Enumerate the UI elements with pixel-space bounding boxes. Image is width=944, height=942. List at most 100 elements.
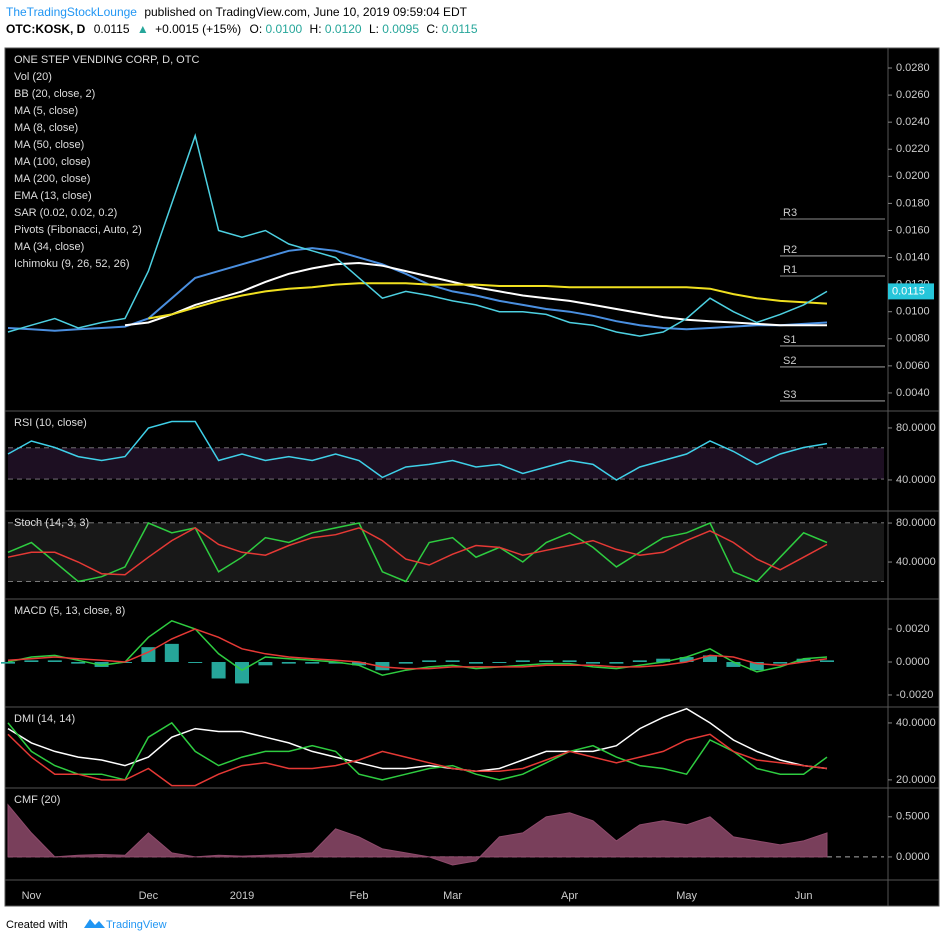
close: 0.0115 (442, 22, 478, 36)
y-tick-label: 0.0260 (896, 89, 930, 101)
y-tick-label: 0.0000 (896, 656, 930, 668)
brand[interactable]: TradingView (106, 919, 167, 931)
ma-line (124, 261, 827, 327)
panel-title: MACD (5, 13, close, 8) (14, 605, 125, 617)
series-line (7, 707, 828, 773)
histogram-bar (328, 661, 343, 664)
histogram-bar (445, 660, 460, 662)
band-fill (8, 523, 884, 582)
y-tick-label: 40.0000 (896, 556, 936, 568)
x-tick-label: 2019 (230, 890, 254, 902)
high: 0.0120 (325, 22, 362, 36)
series-line (7, 721, 828, 781)
panel-title: RSI (10, close) (14, 417, 87, 429)
y-tick-label: 0.0280 (896, 62, 930, 74)
c-label: C: (426, 22, 438, 36)
symbol: OTC:KOSK, D (6, 22, 86, 36)
arrow: ▲ (137, 22, 149, 36)
indicator-label: MA (200, close) (14, 173, 90, 185)
indicator-label: Pivots (Fibonacci, Auto, 2) (14, 224, 142, 236)
panel-title: CMF (20) (14, 794, 60, 806)
pivot-label: R3 (783, 207, 797, 219)
histogram-bar (609, 661, 624, 664)
published: published on TradingView.com, June 10, 2… (144, 5, 467, 19)
pivot-label: S3 (783, 389, 796, 401)
y-tick-label: 20.0000 (896, 774, 936, 786)
histogram-bar (305, 661, 320, 664)
y-tick-label: 0.0080 (896, 333, 930, 345)
y-tick-label: -0.0020 (896, 689, 933, 701)
price-line (7, 133, 828, 337)
last-price-label: 0.0115 (892, 285, 925, 297)
indicator-label: BB (20, close, 2) (14, 88, 95, 100)
histogram-bar (47, 660, 62, 662)
histogram-bar (258, 661, 273, 666)
histogram-bar (492, 661, 507, 663)
histogram-bar (375, 661, 390, 671)
histogram-bar (586, 661, 600, 664)
pivot-label: S2 (783, 355, 796, 367)
panel-title: Stoch (14, 3, 3) (14, 517, 89, 529)
pivot-label: R2 (783, 244, 797, 256)
quote-line: OTC:KOSK, D 0.0115 ▲ +0.0015 (+15%) O: 0… (6, 22, 478, 36)
panel-title: ONE STEP VENDING CORP, D, OTC (14, 54, 199, 66)
histogram-bar (1, 661, 15, 664)
histogram-bar (211, 661, 226, 679)
y-tick-label: 0.0100 (896, 306, 930, 318)
y-tick-label: 0.0140 (896, 251, 930, 263)
y-tick-label: 0.0180 (896, 197, 930, 209)
y-tick-label: 0.0200 (896, 170, 930, 182)
indicator-label: SAR (0.02, 0.02, 0.2) (14, 207, 117, 219)
y-tick-label: 0.0220 (896, 143, 930, 155)
o-label: O: (249, 22, 262, 36)
logo (84, 919, 105, 928)
y-tick-label: 0.5000 (896, 811, 930, 823)
histogram-bar (679, 657, 694, 662)
histogram-bar (398, 661, 413, 664)
histogram-bar (562, 660, 577, 662)
pivot-label: S1 (783, 334, 796, 346)
indicator-label: MA (100, close) (14, 156, 90, 168)
y-tick-label: 0.0000 (896, 851, 930, 863)
indicator-label: MA (5, close) (14, 105, 78, 117)
histogram-bar (726, 661, 741, 667)
low: 0.0095 (382, 22, 419, 36)
x-tick-label: May (676, 890, 697, 902)
ma-line (148, 282, 828, 320)
y-tick-label: 0.0160 (896, 224, 930, 236)
histogram-bar (422, 660, 437, 662)
ma-line (7, 247, 828, 332)
pivot-label: R1 (783, 264, 797, 276)
author[interactable]: TheTradingStockLounge (6, 5, 137, 19)
series-line (7, 628, 828, 670)
x-tick-label: Feb (350, 890, 369, 902)
x-tick-label: Jun (795, 890, 813, 902)
change: +0.0015 (+15%) (155, 22, 241, 36)
histogram-bar (539, 660, 554, 662)
histogram-bar (820, 660, 834, 662)
last-price-box (888, 283, 934, 300)
indicator-label: Vol (20) (14, 71, 52, 83)
x-tick-label: Apr (561, 890, 578, 902)
band-fill (8, 447, 884, 479)
y-tick-label: 40.0000 (896, 717, 936, 729)
indicator-label: MA (34, close) (14, 241, 84, 253)
y-tick-label: 80.0000 (896, 517, 936, 529)
histogram-bar (469, 661, 483, 664)
histogram-bar (71, 661, 86, 664)
histogram-bar (188, 661, 203, 663)
histogram-bar (352, 661, 366, 666)
l-label: L: (369, 22, 379, 36)
y-tick-label: 0.0020 (896, 623, 930, 635)
price: 0.0115 (94, 22, 130, 36)
indicator-label: Ichimoku (9, 26, 52, 26) (14, 258, 130, 270)
series-line (7, 733, 828, 787)
created-with: Created with (6, 919, 68, 931)
x-tick-label: Dec (139, 890, 159, 902)
indicator-label: EMA (13, close) (14, 190, 92, 202)
histogram-bar (796, 658, 811, 662)
y-tick-label: 40.0000 (896, 474, 936, 486)
y-tick-label: 0.0240 (896, 116, 930, 128)
